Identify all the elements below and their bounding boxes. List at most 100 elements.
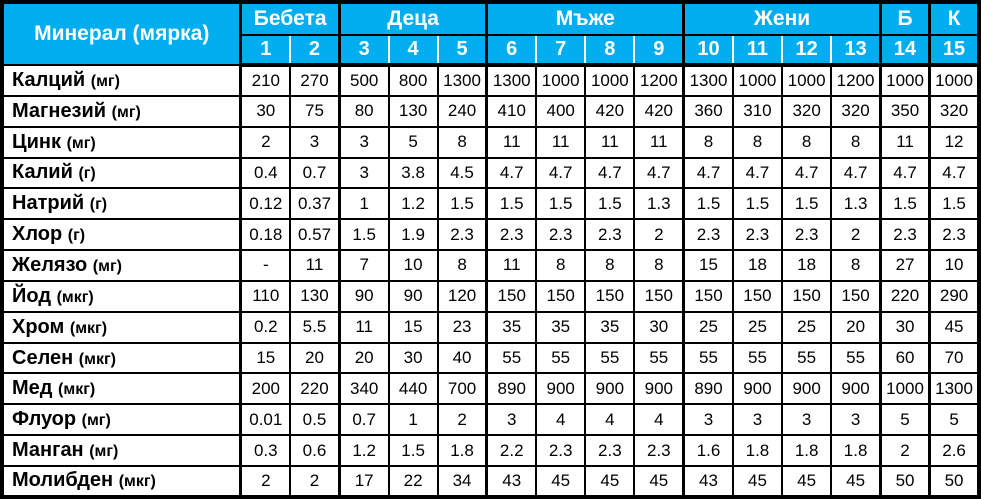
value-cell: 0.2 xyxy=(239,310,292,344)
value-cell: 2.3 xyxy=(535,434,587,467)
value-cell: 900 xyxy=(633,372,685,406)
value-cell: 420 xyxy=(633,94,685,128)
mineral-unit: (мг) xyxy=(89,443,119,461)
group-header-row: Минерал (мярка) Бебета Деца Мъже Жени Б К xyxy=(2,2,979,65)
value-cell: 0.18 xyxy=(239,218,292,252)
value-cell: 1.5 xyxy=(682,187,734,221)
value-cell: 30 xyxy=(878,310,931,344)
value-cell: 900 xyxy=(830,372,882,406)
value-cell: 25 xyxy=(781,310,833,344)
value-cell: 2.6 xyxy=(928,434,981,467)
value-cell: 11 xyxy=(289,249,341,282)
value-cell: 4.7 xyxy=(584,156,636,190)
value-cell: 8 xyxy=(731,125,784,159)
table-row: Магнезий (мг) 30 75 80 130 240 410 400 420 420 360… xyxy=(1,94,981,128)
value-cell: 90 xyxy=(337,279,390,313)
value-cell: 30 xyxy=(633,310,685,344)
mineral-unit: (мкг) xyxy=(58,381,96,399)
value-cell: 17 xyxy=(337,464,390,499)
value-cell: 20 xyxy=(289,341,341,375)
value-cell: 150 xyxy=(830,279,882,313)
value-cell: 8 xyxy=(682,125,734,159)
value-cell: 18 xyxy=(731,249,784,282)
table-row: Мед (мкг) 200 220 340 440 700 890 900 900 900 890 9… xyxy=(1,372,981,406)
value-cell: 3 xyxy=(337,125,390,159)
value-cell: 3 xyxy=(731,403,784,437)
value-cell: 1.8 xyxy=(731,434,784,467)
mineral-unit: (мкг) xyxy=(118,473,156,491)
value-cell: 5 xyxy=(387,125,439,159)
mineral-unit: (г) xyxy=(78,165,96,183)
value-cell: 43 xyxy=(485,464,538,499)
value-cell: 1000 xyxy=(878,372,931,406)
value-cell: - xyxy=(239,249,292,282)
value-cell: 0.37 xyxy=(289,187,341,221)
value-cell: 4.7 xyxy=(682,156,734,190)
group-header: К xyxy=(928,2,979,36)
value-cell: 3 xyxy=(830,403,882,437)
value-cell: 11 xyxy=(535,125,587,159)
row-label: Хром (мкг) xyxy=(1,310,243,344)
value-cell: 75 xyxy=(289,94,341,128)
value-cell: 3 xyxy=(781,403,833,437)
column-number-header: 4 xyxy=(387,35,438,67)
value-cell: 1000 xyxy=(584,64,636,97)
row-label: Калий (г) xyxy=(1,156,243,190)
value-cell: 8 xyxy=(781,125,833,159)
value-cell: 4.7 xyxy=(878,156,931,190)
value-cell: 420 xyxy=(584,94,636,128)
value-cell: 11 xyxy=(337,310,390,344)
row-label: Мед (мкг) xyxy=(1,372,243,406)
mineral-name: Йод xyxy=(12,284,52,307)
value-cell: 5 xyxy=(878,403,931,437)
value-cell: 5.5 xyxy=(289,310,341,344)
value-cell: 1300 xyxy=(682,64,734,97)
table-row: Калий (г) 0.4 0.7 3 3.8 4.5 4.7 4.7 4.7 4.7 4.7 4.7… xyxy=(1,156,981,190)
value-cell: 1200 xyxy=(633,64,685,97)
value-cell: 1.3 xyxy=(830,187,882,221)
value-cell: 1.8 xyxy=(830,434,882,467)
value-cell: 130 xyxy=(387,94,439,128)
row-label: Натрий (г) xyxy=(1,187,243,221)
value-cell: 20 xyxy=(337,341,390,375)
value-cell: 4.5 xyxy=(436,156,488,190)
value-cell: 900 xyxy=(584,372,636,406)
value-cell: 55 xyxy=(781,341,833,375)
mineral-name: Молибден xyxy=(12,469,114,492)
group-header: Мъже xyxy=(485,2,684,36)
value-cell: 25 xyxy=(682,310,734,344)
value-cell: 1.5 xyxy=(781,187,833,221)
table-row: Хлор (г) 0.18 0.57 1.5 1.9 2.3 2.3 2.3 2.3 2 2.3 2.… xyxy=(1,218,981,252)
column-number-header: 2 xyxy=(289,35,340,67)
value-cell: 8 xyxy=(535,249,587,282)
mineral-name: Хром xyxy=(12,315,65,338)
value-cell: 2.3 xyxy=(731,218,784,252)
value-cell: 0.4 xyxy=(239,156,292,190)
value-cell: 240 xyxy=(436,94,488,128)
value-cell: 4.7 xyxy=(633,156,685,190)
row-label: Манган (мг) xyxy=(1,434,243,467)
value-cell: 0.5 xyxy=(289,403,341,437)
row-label: Калций (мг) xyxy=(1,64,243,97)
value-cell: 45 xyxy=(731,464,784,499)
value-cell: 11 xyxy=(485,249,538,282)
value-cell: 50 xyxy=(878,464,931,499)
table-row: Молибден (мкг) 2 2 17 22 34 43 45 45 45 43 45 45 45 50… xyxy=(1,464,981,499)
mineral-unit: (мг) xyxy=(92,257,122,275)
value-cell: 220 xyxy=(878,279,931,313)
value-cell: 130 xyxy=(289,279,341,313)
mineral-unit: (мкг) xyxy=(69,319,108,337)
value-cell: 55 xyxy=(830,341,882,375)
value-cell: 1000 xyxy=(878,64,931,97)
value-cell: 35 xyxy=(485,310,538,344)
column-number-header: 6 xyxy=(485,35,537,67)
value-cell: 5 xyxy=(928,403,981,437)
value-cell: 290 xyxy=(928,279,981,313)
value-cell: 2.3 xyxy=(584,218,636,252)
value-cell: 700 xyxy=(436,372,488,406)
value-cell: 11 xyxy=(485,125,538,159)
row-label: Цинк (мг) xyxy=(1,125,243,159)
value-cell: 2.3 xyxy=(436,218,488,252)
value-cell: 11 xyxy=(878,125,931,159)
mineral-unit: (г) xyxy=(67,227,86,245)
